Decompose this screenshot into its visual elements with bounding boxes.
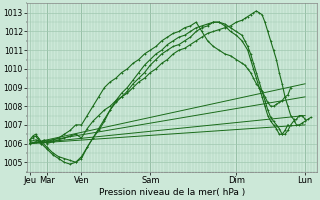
X-axis label: Pression niveau de la mer( hPa ): Pression niveau de la mer( hPa ) [99,188,245,197]
